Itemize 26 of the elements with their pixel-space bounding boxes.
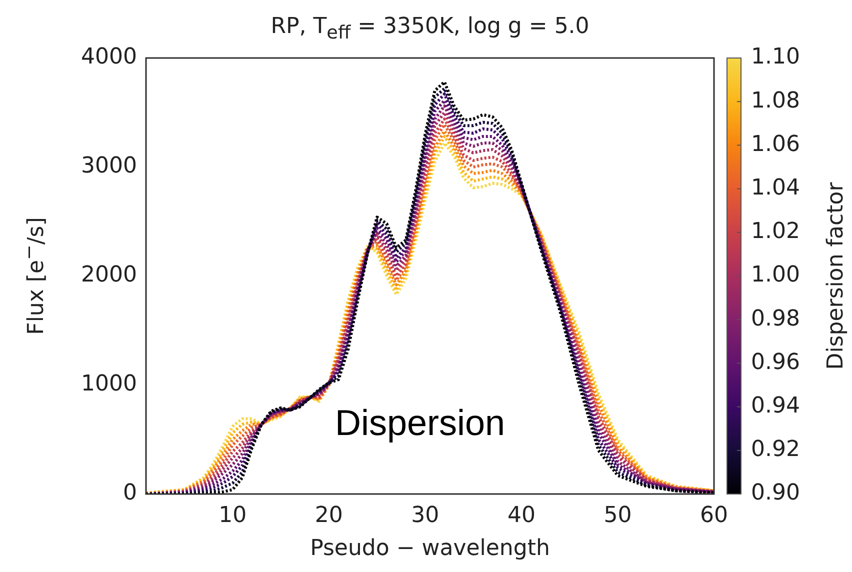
color-bar-label: 1.10: [751, 44, 800, 70]
x-tick-label: 50: [604, 502, 632, 528]
x-tick-label: 40: [507, 502, 536, 528]
annotation: Dispersion: [335, 402, 506, 444]
x-axis-title: Pseudo − wavelength: [309, 536, 551, 561]
x-tick-label: 60: [700, 502, 728, 528]
y-tick-label: 3000: [81, 154, 137, 179]
x-tick-label: 30: [411, 502, 440, 528]
y-tick-label: 2000: [81, 262, 137, 288]
y-tick-label: 4000: [81, 44, 137, 70]
chart-title: RP, T$_{eff}$ = 3350K, log g = 5.0: [270, 14, 590, 44]
color-bar-label: 0.98: [751, 306, 800, 332]
color-bar-label: 1.00: [751, 262, 800, 288]
color-bar-label: 0.96: [751, 350, 800, 375]
y-tick-label: 1000: [81, 372, 137, 397]
x-tick-label: 20: [314, 502, 343, 528]
color-bar-label: 1.04: [751, 176, 800, 201]
color-bar-label: 0.90: [751, 480, 800, 506]
color-bar-label: 1.08: [751, 88, 800, 114]
color-bar-label: 0.92: [751, 437, 800, 462]
color-bar-label: 1.02: [751, 219, 800, 244]
color-bar-title: Dispersion factor: [824, 182, 848, 370]
color-bar-label: 1.06: [751, 132, 800, 157]
y-tick-label: 0: [123, 480, 137, 506]
color-bar-label: 0.94: [751, 394, 800, 419]
x-tick-label: 10: [218, 502, 247, 528]
